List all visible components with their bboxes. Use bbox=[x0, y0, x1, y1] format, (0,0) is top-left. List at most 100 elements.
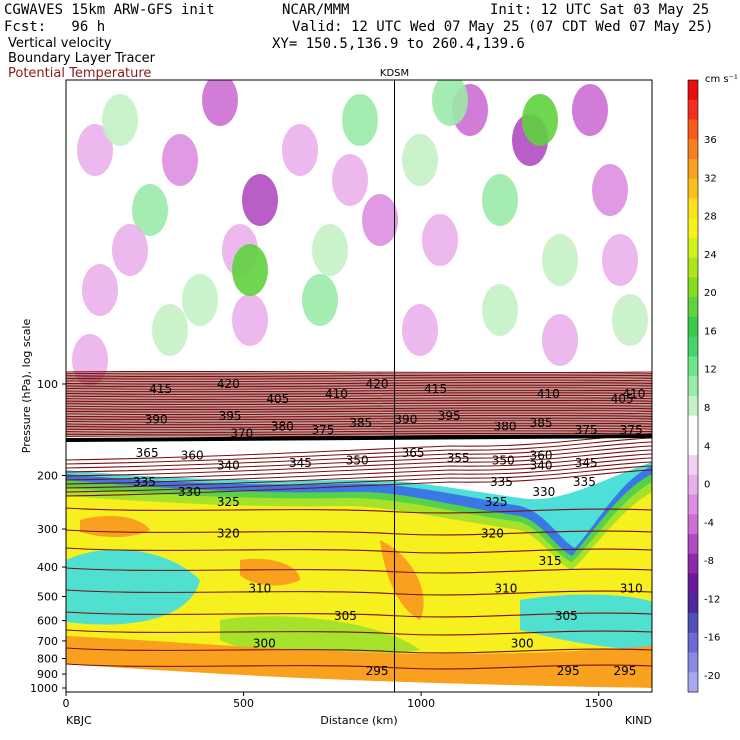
theta-contour bbox=[66, 437, 652, 465]
theta-label: 370 bbox=[230, 427, 253, 441]
colorbar-label: -12 bbox=[704, 594, 720, 605]
colorbar-swatch bbox=[688, 356, 698, 377]
y-tick-label: 400 bbox=[37, 561, 58, 574]
theta-contour bbox=[66, 410, 652, 413]
theta-label: 335 bbox=[133, 475, 156, 489]
theta-contour bbox=[66, 423, 652, 426]
theta-contour bbox=[66, 611, 652, 618]
colorbar-label: 36 bbox=[704, 135, 717, 146]
bl-lightgreen-patch bbox=[220, 616, 420, 657]
theta-contour bbox=[66, 393, 652, 397]
velocity-blob bbox=[342, 94, 378, 146]
theta-contour bbox=[66, 433, 652, 461]
colorbar-swatch bbox=[688, 198, 698, 219]
theta-label: 295 bbox=[366, 664, 389, 678]
velocity-blob bbox=[312, 224, 348, 276]
theta-contour bbox=[66, 408, 652, 412]
velocity-blob bbox=[612, 294, 648, 346]
colorbar-label: -8 bbox=[704, 556, 714, 567]
colorbar-swatch bbox=[688, 99, 698, 120]
theta-label: 420 bbox=[366, 377, 389, 391]
theta-contour bbox=[66, 420, 652, 423]
theta-contour bbox=[66, 374, 652, 377]
theta-contour bbox=[66, 426, 652, 430]
velocity-blob bbox=[152, 304, 188, 356]
theta-contour bbox=[66, 465, 652, 493]
y-tick-label: 200 bbox=[37, 470, 58, 483]
velocity-blob bbox=[522, 94, 558, 146]
bl-orange-patch-2 bbox=[380, 540, 424, 620]
theta-label: 295 bbox=[557, 664, 580, 678]
colorbar-swatch bbox=[688, 514, 698, 535]
xy-range: XY= 150.5,136.9 to 260.4,139.6 bbox=[272, 36, 525, 52]
y-tick-label: 900 bbox=[37, 668, 58, 681]
theta-label: 365 bbox=[402, 446, 425, 460]
colorbar-label: 16 bbox=[704, 326, 717, 337]
bl-cyan-patch-2 bbox=[520, 594, 652, 650]
x-axis-label: Distance (km) bbox=[320, 714, 397, 727]
theta-label: 320 bbox=[481, 527, 504, 541]
theta-label: 350 bbox=[346, 454, 369, 468]
valid-time: Valid: 12 UTC Wed 07 May 25 (07 CDT Wed … bbox=[292, 19, 714, 35]
upper-velocity-blobs bbox=[72, 80, 648, 386]
theta-contour bbox=[66, 392, 652, 395]
colorbar-frame bbox=[687, 79, 699, 693]
colorbar-swatch bbox=[688, 158, 698, 180]
field-boundary-layer-tracer: Boundary Layer Tracer bbox=[8, 51, 155, 66]
bl-orange-patch-3 bbox=[240, 558, 300, 586]
theta-contour bbox=[66, 395, 652, 398]
colorbar-unit: cm s⁻¹ bbox=[705, 74, 738, 85]
colorbar-swatch bbox=[688, 237, 698, 259]
colorbar-swatch bbox=[688, 257, 698, 278]
colorbar-swatch bbox=[688, 553, 698, 575]
colorbar-label: 8 bbox=[704, 403, 710, 414]
x-tick-label: 500 bbox=[233, 697, 254, 710]
velocity-blob bbox=[422, 214, 458, 266]
colorbar-swatch bbox=[688, 336, 698, 357]
bl-cyan-patch-1 bbox=[66, 549, 200, 625]
plot-frame bbox=[65, 79, 653, 693]
colorbar-swatch bbox=[688, 297, 698, 318]
theta-label: 335 bbox=[573, 475, 596, 489]
theta-label: 310 bbox=[248, 582, 271, 596]
theta-label: 395 bbox=[438, 409, 461, 423]
colorbar-label: -4 bbox=[704, 518, 714, 529]
colorbar-swatch bbox=[688, 80, 698, 101]
theta-label: 340 bbox=[217, 459, 240, 473]
colorbar-swatch bbox=[688, 395, 698, 417]
colorbar-swatch bbox=[688, 277, 698, 298]
colorbar-label: -16 bbox=[704, 633, 720, 644]
velocity-blob bbox=[482, 284, 518, 336]
theta-label: 325 bbox=[485, 495, 508, 509]
colorbar-swatch bbox=[688, 573, 698, 594]
theta-label: 410 bbox=[325, 387, 348, 401]
theta-contour bbox=[66, 390, 652, 393]
velocity-blob bbox=[542, 314, 578, 366]
y-tick-label: 300 bbox=[37, 523, 58, 536]
colorbar-swatch bbox=[688, 474, 698, 496]
init-time: Init: 12 UTC Sat 03 May 25 bbox=[490, 2, 710, 18]
colorbar-label: 24 bbox=[704, 250, 717, 261]
tropopause-line bbox=[66, 434, 652, 442]
theta-label: 365 bbox=[136, 446, 159, 460]
theta-label: 375 bbox=[620, 423, 643, 437]
velocity-blob bbox=[332, 154, 368, 206]
colorbar-label: 12 bbox=[704, 365, 717, 376]
theta-contour bbox=[66, 387, 652, 390]
organization: NCAR/MMM bbox=[282, 2, 350, 18]
y-axis-label: Pressure (hPa), log scale bbox=[20, 319, 33, 454]
colorbar-label: -20 bbox=[704, 671, 720, 682]
theta-contour bbox=[66, 397, 652, 400]
y-tick-label: 500 bbox=[37, 590, 58, 603]
theta-contour bbox=[66, 422, 652, 425]
theta-contour bbox=[66, 453, 652, 481]
theta-label: 385 bbox=[349, 416, 372, 430]
velocity-blob bbox=[102, 94, 138, 146]
theta-contour bbox=[66, 469, 652, 497]
theta-contour bbox=[66, 589, 652, 596]
colorbar-label: 28 bbox=[704, 212, 717, 223]
theta-label: 360 bbox=[530, 449, 553, 463]
theta-label: 415 bbox=[149, 382, 172, 396]
theta-label: 410 bbox=[537, 387, 560, 401]
theta-contour bbox=[66, 379, 652, 382]
